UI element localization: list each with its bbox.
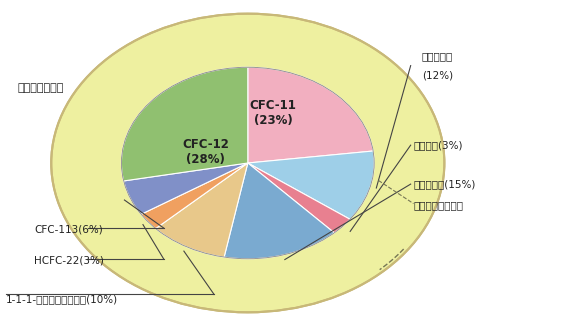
Polygon shape (156, 163, 248, 257)
Text: 完全に人為起源: 完全に人為起源 (17, 83, 64, 93)
Polygon shape (248, 163, 350, 233)
Polygon shape (248, 151, 374, 219)
Text: 塩化水素(3%): 塩化水素(3%) (413, 140, 463, 150)
Polygon shape (124, 163, 248, 214)
Polygon shape (141, 163, 248, 229)
Text: CFC-113(6%): CFC-113(6%) (34, 225, 103, 234)
Text: 1-1-1-トリクロロエタン(10%): 1-1-1-トリクロロエタン(10%) (6, 294, 118, 304)
Ellipse shape (132, 75, 364, 251)
Ellipse shape (51, 14, 444, 312)
Polygon shape (122, 67, 248, 181)
Text: 自然発生源も寄与: 自然発生源も寄与 (413, 200, 463, 210)
Text: (12%): (12%) (422, 70, 453, 80)
Polygon shape (224, 163, 334, 259)
Text: CFC-11
(23%): CFC-11 (23%) (249, 99, 297, 127)
Text: HCFC-22(3%): HCFC-22(3%) (34, 255, 104, 265)
Polygon shape (248, 67, 373, 163)
Text: 塩化メチル(15%): 塩化メチル(15%) (413, 179, 476, 189)
Text: CFC-12
(28%): CFC-12 (28%) (182, 138, 229, 166)
Text: 四塩化炭素: 四塩化炭素 (422, 51, 453, 61)
